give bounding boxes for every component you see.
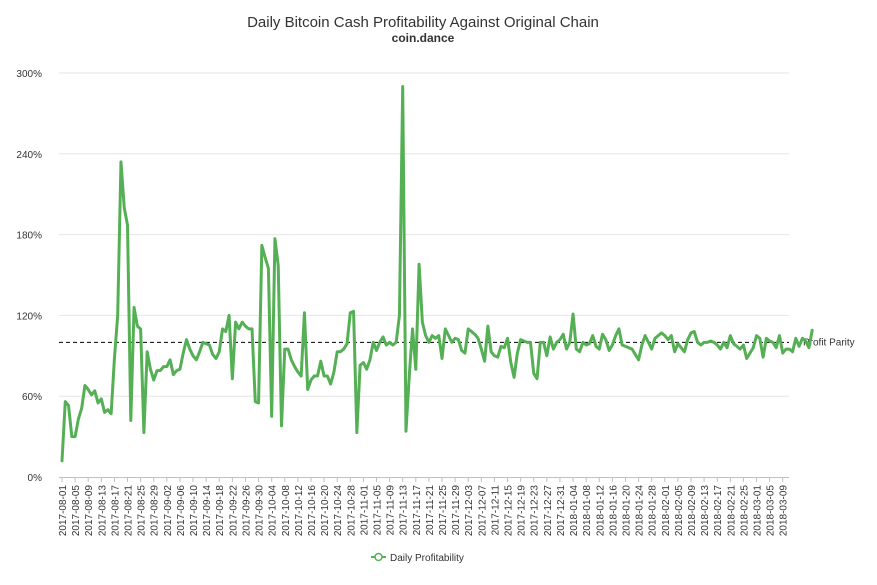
x-tick-label: 2017-12-19 [517,485,528,537]
x-tick-label: 2017-12-23 [530,485,541,537]
x-tick-label: 2017-08-29 [150,485,161,537]
chart-subtitle: coin.dance [392,31,455,45]
x-tick-label: 2017-08-25 [137,485,148,537]
x-tick-label: 2017-11-21 [425,485,436,536]
x-tick-label: 2017-10-08 [281,485,292,537]
x-tick-label: 2018-02-17 [713,485,724,537]
x-tick-label: 2017-08-01 [58,485,69,537]
y-tick-label: 60% [22,392,42,403]
profit-parity-label: Profit Parity [803,337,855,348]
x-tick-label: 2017-10-20 [320,485,331,537]
x-tick-label: 2017-11-09 [386,485,397,536]
x-tick-label: 2017-09-22 [228,485,239,537]
x-tick-label: 2018-01-24 [635,485,646,537]
x-tick-label: 2017-09-06 [176,485,187,537]
x-tick-label: 2017-08-09 [84,485,95,537]
x-tick-label: 2018-02-05 [674,485,685,537]
x-tick-label: 2018-02-01 [661,485,672,537]
y-tick-label: 180% [16,231,42,242]
x-tick-label: 2017-10-12 [294,485,305,537]
profit-parity-reference: Profit Parity [59,337,855,348]
x-tick-label: 2017-10-04 [268,485,279,537]
legend[interactable]: Daily Profitability [371,552,464,564]
y-tick-label: 240% [16,150,42,161]
x-tick-label: 2017-12-15 [504,485,515,537]
x-tick-label: 2017-10-24 [333,485,344,537]
x-tick-label: 2017-11-01 [359,485,370,536]
x-tick-label: 2017-08-21 [124,485,135,537]
x-tick-label: 2017-09-02 [163,485,174,537]
x-tick-label: 2018-01-04 [569,485,580,537]
x-tick-label: 2018-02-13 [700,485,711,537]
x-tick-label: 2017-11-25 [438,485,449,536]
legend-marker-icon [374,552,383,562]
y-axis-ticks: 0% 60% 120% 180% 240% 300% [16,69,42,484]
x-tick-label: 2018-03-05 [766,485,777,537]
y-tick-label: 120% [16,311,42,322]
x-tick-label: 2017-12-11 [490,485,501,536]
x-axis-ticks: 2017-08-01 2017-08-05 2017-08-09 2017-08-13… [58,477,790,536]
x-tick-label: 2017-09-26 [241,485,252,537]
x-tick-label: 2017-08-17 [110,485,121,537]
x-tick-label: 2017-12-27 [543,485,554,537]
x-tick-label: 2017-09-30 [255,485,266,537]
series-group [60,84,814,463]
x-tick-label: 2018-02-25 [739,485,750,537]
series-line [60,84,814,463]
x-tick-label: 2018-03-01 [753,485,764,537]
x-tick-label: 2018-01-28 [648,485,659,537]
legend-label: Daily Profitability [390,553,464,564]
y-gridlines [59,72,789,397]
x-tick-label: 2017-09-10 [189,485,200,537]
x-tick-label: 2017-08-05 [71,485,82,537]
x-tick-label: 2017-09-18 [215,485,226,537]
x-tick-label: 2017-12-03 [464,485,475,537]
x-tick-label: 2018-01-08 [582,485,593,537]
x-tick-label: 2017-12-31 [556,485,567,537]
x-tick-label: 2017-12-07 [477,485,488,537]
y-tick-label: 0% [28,473,43,484]
x-tick-label: 2017-10-28 [346,485,357,537]
x-tick-label: 2017-11-29 [451,485,462,536]
x-tick-label: 2018-01-16 [608,485,619,537]
x-tick-label: 2018-02-09 [687,485,698,537]
x-tick-label: 2018-03-09 [779,485,790,537]
chart-title: Daily Bitcoin Cash Profitability Against… [247,14,599,31]
y-tick-label: 300% [16,69,42,80]
x-tick-label: 2018-01-20 [621,485,632,537]
x-tick-label: 2017-08-13 [97,485,108,537]
x-tick-label: 2017-11-13 [399,485,410,536]
x-tick-label: 2017-09-14 [202,485,213,537]
x-tick-label: 2017-10-16 [307,485,318,537]
x-tick-label: 2017-11-05 [372,485,383,536]
x-tick-label: 2018-01-12 [595,485,606,537]
x-tick-label: 2018-02-21 [726,485,737,537]
x-tick-label: 2017-11-17 [412,485,423,536]
